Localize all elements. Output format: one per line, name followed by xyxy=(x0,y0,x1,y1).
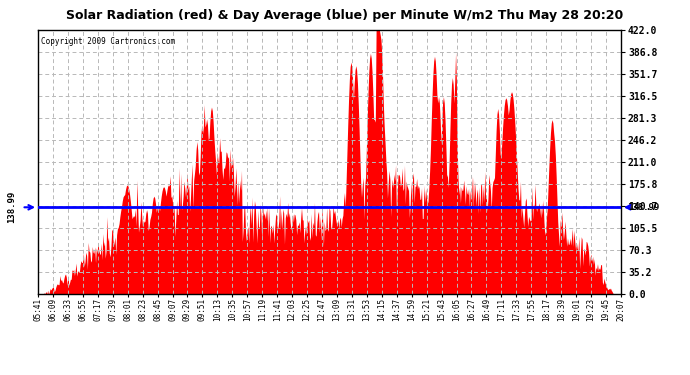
Text: 138.99: 138.99 xyxy=(627,203,659,212)
Text: Solar Radiation (red) & Day Average (blue) per Minute W/m2 Thu May 28 20:20: Solar Radiation (red) & Day Average (blu… xyxy=(66,9,624,22)
Text: Copyright 2009 Cartronics.com: Copyright 2009 Cartronics.com xyxy=(41,37,175,46)
Text: 138.99: 138.99 xyxy=(7,191,16,224)
